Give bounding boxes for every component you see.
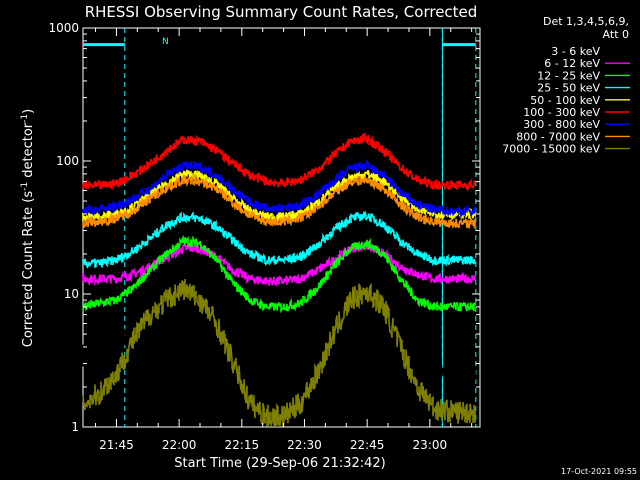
y-axis: 1 10 100 1000 xyxy=(48,21,480,434)
x-tick-label: 21:45 xyxy=(99,438,134,452)
series-line-0 xyxy=(82,259,476,388)
x-axis-label: Start Time (29-Sep-06 21:32:42) xyxy=(174,456,385,471)
annotations-layer xyxy=(83,28,477,427)
legend-label: 6 - 12 keV xyxy=(544,57,600,70)
legend-label: 12 - 25 keV xyxy=(537,69,600,82)
x-axis: 21:45 22:00 22:15 22:30 22:45 23:00 xyxy=(95,28,473,452)
series-line-3 xyxy=(82,211,476,270)
y-label-end: ) xyxy=(21,109,36,114)
series-line-6 xyxy=(82,159,476,219)
legend-header-line2: Att 0 xyxy=(603,28,629,41)
legend-label: 800 - 7000 keV xyxy=(516,130,600,143)
night-marker-label: N xyxy=(162,37,169,47)
series-line-1 xyxy=(82,240,476,287)
y-label-sup2: -1 xyxy=(20,114,30,123)
y-tick-label: 1000 xyxy=(48,21,79,35)
x-tick-label: 22:15 xyxy=(225,438,260,452)
y-label-mid: detector xyxy=(21,122,36,182)
y-label-sup1: -1 xyxy=(20,182,30,191)
series-line-7 xyxy=(82,174,476,230)
x-tick-label: 23:00 xyxy=(413,438,448,452)
legend-label: 7000 - 15000 keV xyxy=(502,143,600,156)
x-tick-label: 22:45 xyxy=(350,438,385,452)
chart-title: RHESSI Observing Summary Count Rates, Co… xyxy=(85,3,478,21)
series-layer xyxy=(82,132,476,428)
series-line-8 xyxy=(82,279,476,428)
y-axis-label: Corrected Count Rate (s-1 detector-1) xyxy=(20,109,36,347)
y-tick-label: 1 xyxy=(71,420,79,434)
x-tick-label: 22:30 xyxy=(287,438,322,452)
y-tick-label: 10 xyxy=(64,287,79,301)
y-label-main: Corrected Count Rate (s xyxy=(21,191,36,348)
series-line-5 xyxy=(82,132,476,192)
legend-label: 25 - 50 keV xyxy=(537,82,600,95)
plot-frame xyxy=(82,27,481,428)
legend-label: 100 - 300 keV xyxy=(523,106,600,119)
y-tick-label: 100 xyxy=(56,154,79,168)
legend-label: 50 - 100 keV xyxy=(530,94,600,107)
plot-area: N xyxy=(82,27,481,428)
legend-label: 3 - 6 keV xyxy=(551,45,600,58)
legend-header-line1: Det 1,3,4,5,6,9, xyxy=(543,15,629,28)
legend-label: 300 - 800 keV xyxy=(523,118,600,131)
x-tick-label: 22:00 xyxy=(162,438,197,452)
series-line-2 xyxy=(82,234,476,314)
timestamp: 17-Oct-2021 09:55 xyxy=(561,467,637,476)
